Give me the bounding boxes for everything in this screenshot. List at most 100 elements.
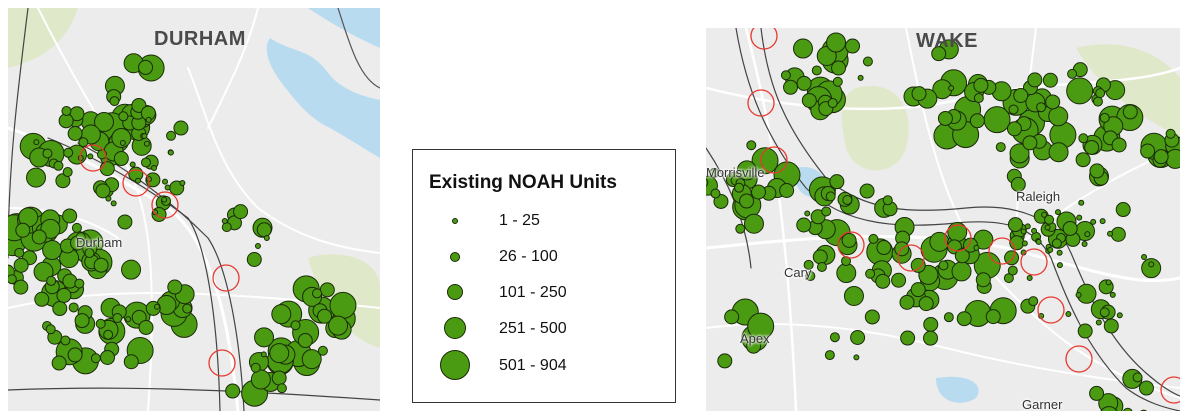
noah-site-marker <box>805 271 816 282</box>
noah-site-marker <box>1065 311 1072 318</box>
noah-site-marker <box>804 210 811 217</box>
durham-county-label: DURHAM <box>154 28 246 50</box>
noah-site-marker <box>118 111 129 122</box>
noah-site-marker <box>33 261 54 282</box>
noah-site-marker <box>45 324 56 335</box>
highlighted-site-ring <box>208 349 236 377</box>
legend-label-26-100: 26 - 100 <box>499 248 558 265</box>
noah-site-marker <box>125 316 132 323</box>
noah-site-marker <box>751 147 779 175</box>
noah-site-marker <box>1100 406 1118 411</box>
noah-site-marker <box>857 74 864 81</box>
noah-site-marker <box>312 288 323 299</box>
noah-site-marker <box>1115 202 1131 218</box>
noah-site-marker <box>1153 149 1169 165</box>
noah-site-marker <box>931 46 947 62</box>
noah-site-marker <box>67 347 83 363</box>
noah-site-marker <box>850 329 866 345</box>
road-line <box>337 8 380 89</box>
noah-site-marker <box>173 120 189 136</box>
noah-site-marker <box>1075 152 1091 168</box>
noah-site-marker <box>734 182 745 193</box>
noah-site-marker <box>1035 238 1042 245</box>
legend-row-4: 251 - 500 <box>413 314 675 348</box>
road-line <box>207 8 259 129</box>
noah-site-marker <box>93 257 109 273</box>
durham-map: DURHAM Durham <box>8 8 380 411</box>
legend-row-5: 501 - 904 <box>413 350 675 384</box>
noah-site-marker <box>1036 102 1047 113</box>
noah-site-marker <box>56 287 72 303</box>
wake-city-label-garner: Garner <box>1022 397 1063 411</box>
noah-site-marker <box>250 362 261 373</box>
noah-site-marker <box>153 303 160 310</box>
noah-site-marker <box>55 173 71 189</box>
highlighted-site-ring <box>151 191 179 219</box>
noah-site-marker <box>1103 318 1119 334</box>
noah-site-marker <box>179 180 186 187</box>
noah-site-marker <box>868 233 879 244</box>
noah-site-marker <box>780 70 791 81</box>
noah-site-marker <box>792 38 813 59</box>
noah-site-marker <box>317 308 333 324</box>
noah-site-marker <box>1132 372 1143 383</box>
noah-site-marker <box>84 248 95 259</box>
noah-site-marker <box>1031 227 1038 234</box>
noah-site-marker <box>75 232 86 243</box>
road-line <box>760 28 1180 397</box>
noah-site-marker <box>827 98 838 109</box>
noah-site-marker <box>865 268 876 279</box>
noah-site-marker <box>254 327 275 348</box>
noah-site-marker <box>140 157 151 168</box>
park-area <box>1076 44 1180 138</box>
noah-site-marker <box>796 217 812 233</box>
legend-symbol-101-250 <box>447 284 463 300</box>
noah-site-marker <box>1077 323 1093 339</box>
noah-site-marker <box>123 354 139 370</box>
noah-site-marker <box>263 235 270 242</box>
noah-site-marker <box>151 165 158 172</box>
noah-site-marker <box>100 349 116 365</box>
highlighted-site-ring <box>1020 248 1048 276</box>
noah-site-marker <box>99 161 115 177</box>
highlighted-site-ring <box>988 237 1016 265</box>
noah-site-marker <box>276 383 287 394</box>
noah-site-marker <box>328 315 349 336</box>
noah-site-marker <box>985 309 1001 325</box>
noah-site-marker <box>706 178 709 187</box>
noah-site-marker <box>1141 258 1162 279</box>
noah-site-marker <box>995 142 1006 153</box>
wake-city-label-morrisville: Morrisville <box>706 165 765 180</box>
noah-site-marker <box>1122 104 1138 120</box>
noah-site-marker <box>1095 88 1106 99</box>
legend-symbol-1-25 <box>452 218 458 224</box>
noah-site-marker <box>78 137 89 148</box>
noah-site-marker <box>1024 223 1031 230</box>
noah-site-marker <box>119 139 126 146</box>
noah-site-marker <box>842 194 853 205</box>
noah-site-marker <box>46 275 57 286</box>
wake-map-canvas <box>706 28 1180 411</box>
noah-site-marker <box>34 291 50 307</box>
noah-site-marker <box>111 127 132 148</box>
noah-site-marker <box>167 279 183 295</box>
noah-site-marker <box>109 96 120 107</box>
noah-site-marker <box>1138 380 1154 396</box>
noah-site-marker <box>317 345 328 356</box>
noah-site-marker <box>853 354 860 361</box>
noah-site-marker <box>1007 217 1023 233</box>
noah-site-marker <box>826 32 847 53</box>
noah-site-marker <box>938 260 949 271</box>
noah-site-marker <box>1010 176 1026 192</box>
noah-site-marker <box>52 301 68 317</box>
noah-site-marker <box>94 111 115 132</box>
highlighted-site-ring <box>212 264 240 292</box>
noah-site-marker <box>290 320 301 331</box>
noah-site-marker <box>1006 121 1022 137</box>
noah-site-marker <box>899 294 915 310</box>
noah-site-marker <box>783 79 799 95</box>
noah-site-marker <box>51 355 67 371</box>
noah-site-marker <box>779 183 795 199</box>
noah-site-marker <box>74 278 85 289</box>
road-line <box>8 387 380 401</box>
